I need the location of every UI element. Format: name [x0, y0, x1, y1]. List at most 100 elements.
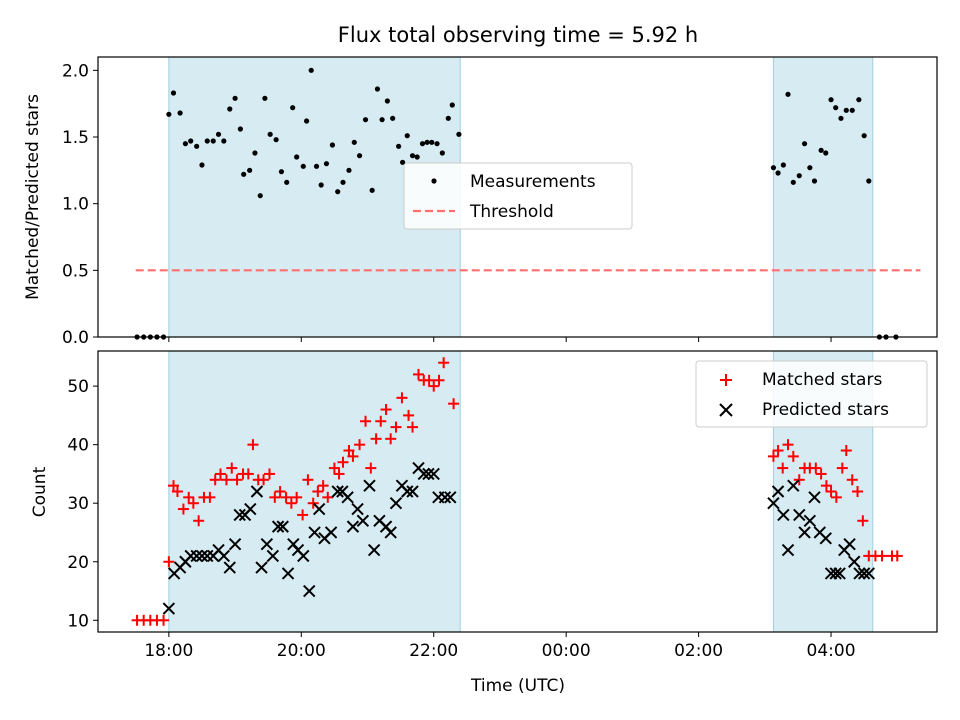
measurement-point: [257, 193, 263, 199]
measurement-point: [856, 97, 862, 103]
y-tick-label: 40: [67, 436, 89, 456]
predicted-star-point: [297, 549, 310, 563]
predicted-star-point: [190, 549, 203, 563]
measurement-point: [290, 105, 296, 111]
measurement-point: [384, 98, 390, 104]
measurement-point: [252, 150, 258, 156]
x-tick-label: 20:00: [277, 641, 326, 661]
matched-star-point: [285, 497, 297, 509]
matched-star-point: [231, 474, 243, 486]
x-tick-label: 22:00: [409, 641, 458, 661]
matched-star-point: [846, 474, 858, 486]
measurement-point: [323, 161, 330, 167]
matched-star-point: [328, 462, 340, 474]
measurement-point: [409, 153, 416, 159]
matched-star-point: [390, 421, 402, 433]
matched-star-point: [209, 474, 221, 486]
measurement-point: [182, 141, 189, 147]
predicted-star-point: [808, 491, 821, 504]
predicted-star-point: [324, 526, 338, 539]
ratio-y-axis-label: Matched/Predicted stars: [23, 94, 43, 300]
count-y-ticks: 10 20 30 40 50: [67, 377, 98, 631]
matched-star-point: [380, 404, 392, 416]
measurement-point: [221, 138, 227, 144]
measurement-point: [775, 170, 781, 176]
predicted-star-point: [271, 520, 285, 533]
measurement-point: [313, 163, 320, 169]
predicted-star-point: [195, 549, 209, 563]
measurement-point: [818, 147, 824, 153]
ratio-subplot: 0.0 0.5 1.0 1.5 2.0 Flux total observing tim…: [23, 23, 938, 348]
y-tick-label: 1.0: [62, 195, 89, 215]
predicted-star-point: [767, 497, 780, 510]
matched-star-point: [183, 491, 195, 503]
count-y-axis-label: Count: [30, 466, 50, 517]
matched-star-point: [242, 468, 254, 480]
y-tick-label: 20: [67, 553, 89, 573]
matched-star-point: [187, 497, 199, 509]
y-tick-label: 30: [67, 494, 89, 514]
matched-star-point: [158, 614, 170, 626]
predicted-star-point: [848, 555, 861, 568]
matched-star-point: [840, 445, 852, 457]
measurement-point: [369, 187, 375, 193]
x-tick-label: 00:00: [542, 641, 591, 661]
matched-star-point: [407, 421, 419, 433]
matched-star-point: [810, 462, 822, 474]
predicted-star-point: [803, 514, 817, 527]
matched-star-point: [167, 480, 179, 492]
matched-star-point: [836, 462, 848, 474]
measurement-point: [356, 153, 363, 159]
predicted-star-point: [281, 567, 295, 580]
measurement-point: [390, 115, 396, 121]
matched-star-point: [815, 468, 827, 480]
matched-star-point: [360, 415, 372, 427]
measurement-point: [396, 143, 402, 149]
predicted-star-point: [255, 561, 268, 574]
measurement-point: [811, 178, 818, 184]
matched-star-point: [333, 468, 345, 480]
ratio-y-ticks: 0.0 0.5 1.0 1.5 2.0: [62, 61, 98, 348]
measurement-point: [807, 165, 813, 171]
measurement-point: [434, 141, 440, 147]
predicted-star-point: [217, 549, 231, 563]
legend-matched-marker: [720, 374, 732, 386]
predicted-star-point: [250, 485, 264, 498]
predicted-star-point: [308, 526, 321, 539]
predicted-star-point: [260, 537, 274, 551]
count-legend: Matched stars Predicted stars: [695, 360, 928, 428]
measurement-point: [199, 162, 205, 168]
measurement-point: [770, 165, 777, 171]
matched-star-point: [825, 486, 837, 497]
predicted-star-point: [363, 479, 376, 492]
predicted-star-point: [312, 502, 326, 516]
legend-matched-label: Matched stars: [762, 370, 882, 390]
measurement-point: [404, 133, 410, 139]
predicted-star-point: [819, 532, 832, 545]
measurement-point: [374, 86, 381, 92]
measurement-point: [247, 167, 253, 173]
matched-star-point: [438, 357, 450, 369]
matched-star-point: [280, 491, 292, 503]
ratio-legend: Measurements Threshold: [403, 162, 633, 230]
matched-star-point: [793, 474, 805, 486]
predicted-star-point: [833, 567, 846, 580]
predicted-star-point: [401, 485, 414, 498]
matched-star-point: [258, 474, 270, 486]
x-tick-label: 02:00: [674, 641, 723, 661]
predicted-star-point: [341, 491, 354, 504]
matched-star-point: [322, 491, 334, 503]
measurement-point: [194, 143, 200, 149]
predicted-star-point: [857, 567, 871, 580]
matched-star-point: [403, 409, 415, 421]
ratio-legend-box: [403, 162, 633, 230]
matched-star-point: [264, 468, 276, 480]
measurement-point: [273, 137, 279, 143]
matched-star-point: [193, 515, 205, 527]
matched-star-point: [423, 374, 435, 386]
predicted-star-point: [843, 537, 856, 551]
predicted-star-point: [244, 502, 257, 516]
predicted-star-point: [417, 467, 431, 481]
legend-predicted-label: Predicted stars: [762, 400, 889, 420]
matched-star-point: [787, 450, 799, 462]
